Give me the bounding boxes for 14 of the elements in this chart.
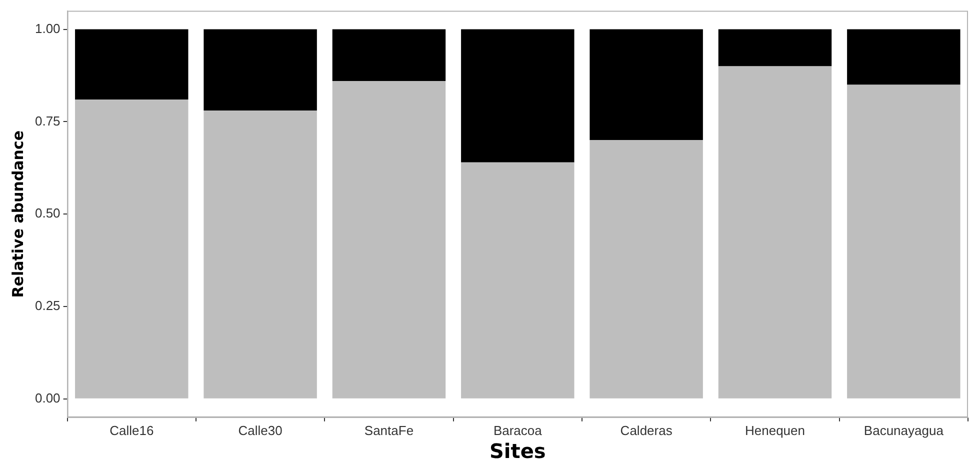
x-tick-label: Baracoa xyxy=(493,422,543,438)
y-tick-label: 1.00 xyxy=(34,20,60,36)
x-axis-title: Sites xyxy=(490,439,546,464)
x-tick-label: Henequen xyxy=(744,422,805,438)
y-tick-label: 0.75 xyxy=(34,113,60,128)
x-tick-label: Calderas xyxy=(620,422,673,438)
y-tick-label: 0.50 xyxy=(34,206,60,221)
y-tick-label: 0.00 xyxy=(34,390,60,406)
x-tick-label: Calle30 xyxy=(238,422,282,438)
x-tick-label: SantaFe xyxy=(364,422,414,438)
y-tick-label: 0.25 xyxy=(34,298,60,314)
x-tick-label: Bacunayagua xyxy=(864,422,944,438)
y-axis-title: Relative abundance xyxy=(8,130,27,298)
x-tick-label: Calle16 xyxy=(110,422,154,438)
